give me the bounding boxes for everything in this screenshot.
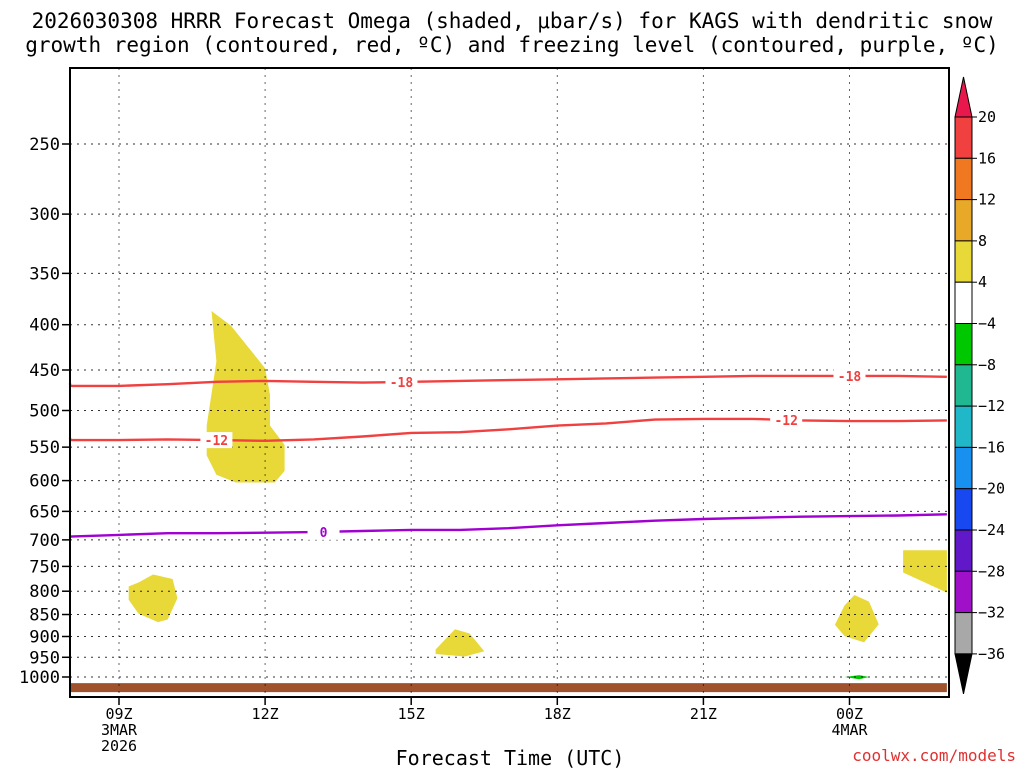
ytick-label-400: 400 bbox=[29, 316, 60, 336]
colorbar-cell-7 bbox=[954, 364, 973, 407]
ytick-label-450: 450 bbox=[29, 361, 60, 381]
contour-label-0: 0 bbox=[320, 526, 328, 541]
ytick-label-600: 600 bbox=[29, 472, 60, 492]
colorbar-label-10: −24 bbox=[978, 521, 1005, 539]
xtick-label-09Z: 09Z bbox=[105, 705, 132, 723]
colorbar-label-8: −16 bbox=[978, 438, 1005, 456]
contour-0 bbox=[68, 513, 947, 539]
colorbar-cell-13 bbox=[954, 612, 973, 655]
colorbar-label-12: −32 bbox=[978, 604, 1005, 622]
ytick-label-500: 500 bbox=[29, 402, 60, 422]
shaded-region-0 bbox=[206, 311, 285, 483]
ytick-label-950: 950 bbox=[29, 648, 60, 668]
contour-label--18: -18 bbox=[838, 370, 862, 385]
colorbar-cell-9 bbox=[954, 446, 973, 490]
omega-shaded-layer bbox=[70, 311, 947, 693]
colorbar-cell-12 bbox=[954, 570, 973, 614]
colorbar-label-1: 16 bbox=[978, 149, 996, 167]
site-credit[interactable]: coolwx.com/models bbox=[852, 746, 1016, 765]
colorbar: 20 16 12 8 4 −4 −8 −12 −16 −20 −24 −28 −32 −36 bbox=[954, 76, 1005, 695]
ytick-label-800: 800 bbox=[29, 582, 60, 602]
xtick-label-12Z: 12Z bbox=[252, 705, 279, 723]
colorbar-cell-11 bbox=[954, 529, 973, 572]
contour-label--12: -12 bbox=[205, 434, 228, 449]
xtick-label-2026: 2026 bbox=[101, 737, 137, 755]
xtick-label-00Z: 00Z bbox=[836, 705, 863, 723]
colorbar-cell-10 bbox=[954, 488, 973, 531]
ytick-label-300: 300 bbox=[29, 205, 60, 225]
contour--18 bbox=[68, 374, 947, 388]
colorbar-label-7: −12 bbox=[978, 397, 1005, 415]
colorbar-label-13: −36 bbox=[978, 645, 1005, 663]
y-axis: 2503003504004505005506006507007508008509… bbox=[19, 135, 70, 688]
shaded-region-6 bbox=[70, 683, 947, 693]
shaded-region-3 bbox=[834, 595, 879, 643]
colorbar-cell-5 bbox=[954, 281, 973, 325]
colorbar-cell-3 bbox=[954, 199, 973, 242]
colorbar-label-11: −28 bbox=[978, 562, 1005, 580]
contour-label--18: -18 bbox=[390, 376, 414, 391]
shaded-region-5 bbox=[844, 675, 869, 680]
ytick-label-550: 550 bbox=[29, 438, 60, 458]
contour-label-bg bbox=[307, 523, 340, 540]
contour-label-bg bbox=[833, 367, 866, 384]
x-axis-title: Forecast Time (UTC) bbox=[395, 746, 625, 770]
colorbar-cell-8 bbox=[954, 405, 973, 448]
chart-title-line-1: 2026030308 HRRR Forecast Omega (shaded, … bbox=[31, 9, 993, 33]
contour-layer: -18 -18 -12 -12 0 bbox=[68, 367, 947, 541]
chart-title-line-2: growth region (contoured, red, ºC) and f… bbox=[25, 33, 999, 57]
colorbar-cell-4 bbox=[954, 240, 973, 283]
ytick-label-750: 750 bbox=[29, 557, 60, 577]
contour-label--12: -12 bbox=[774, 414, 797, 429]
contour-label-bg bbox=[770, 411, 803, 428]
plot-frame bbox=[69, 67, 950, 698]
colorbar-top-arrow bbox=[954, 76, 973, 118]
xtick-label-15Z: 15Z bbox=[398, 705, 425, 723]
colorbar-cell-1 bbox=[954, 116, 973, 159]
ytick-label-850: 850 bbox=[29, 606, 60, 626]
colorbar-label-6: −8 bbox=[978, 356, 996, 374]
xtick-label-21Z: 21Z bbox=[690, 705, 717, 723]
colorbar-label-5: −4 bbox=[978, 315, 996, 333]
xtick-label-4MAR: 4MAR bbox=[831, 721, 868, 739]
colorbar-label-4: 4 bbox=[978, 273, 987, 291]
shaded-region-1 bbox=[128, 574, 178, 623]
shaded-region-4 bbox=[903, 550, 947, 593]
contour-label-bg bbox=[200, 432, 233, 449]
colorbar-label-2: 12 bbox=[978, 191, 996, 209]
ytick-label-700: 700 bbox=[29, 531, 60, 551]
xtick-label-18Z: 18Z bbox=[544, 705, 571, 723]
ytick-label-650: 650 bbox=[29, 502, 60, 522]
xtick-label-3MAR: 3MAR bbox=[101, 721, 138, 739]
ytick-label-350: 350 bbox=[29, 264, 60, 284]
ytick-label-1000: 1000 bbox=[19, 668, 60, 688]
colorbar-cell-2 bbox=[954, 157, 973, 201]
colorbar-bottom-arrow bbox=[954, 653, 973, 695]
contour-label-bg bbox=[385, 373, 418, 390]
colorbar-label-3: 8 bbox=[978, 232, 987, 250]
ytick-label-250: 250 bbox=[29, 135, 60, 155]
colorbar-cell-6 bbox=[954, 323, 973, 366]
colorbar-label-9: −20 bbox=[978, 480, 1005, 498]
ytick-label-900: 900 bbox=[29, 627, 60, 647]
shaded-region-2 bbox=[435, 629, 485, 657]
colorbar-label-0: 20 bbox=[978, 108, 996, 126]
